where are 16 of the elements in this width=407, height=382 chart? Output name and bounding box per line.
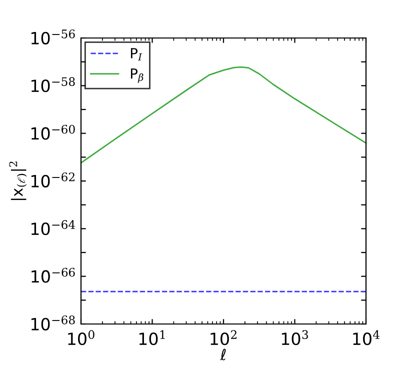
legend-label: P$_{β}$: [130, 68, 144, 83]
y-tick-label: 10$^{−68}$: [31, 316, 75, 330]
x-tick-label: 10$^{1}$: [139, 330, 165, 346]
y-tick-label: 10$^{−60}$: [31, 124, 75, 140]
y-tick-label: 10$^{−66}$: [32, 268, 75, 283]
y-tick-label: 10$^{−62}$: [31, 172, 74, 188]
x-tick-label: 10$^{0}$: [68, 330, 94, 346]
y-axis-title: |x$_{(ℓ)}$|$^{2}$: [9, 162, 27, 200]
x-axis-title: ℓ: [220, 348, 226, 360]
y-tick-label: 10$^{−64}$: [31, 220, 76, 236]
x-tick-label: 10$^{3}$: [282, 330, 308, 346]
x-tick-label: 10$^{4}$: [353, 330, 380, 346]
y-tick-label: 10$^{−58}$: [31, 77, 75, 92]
x-tick-label: 10$^{2}$: [210, 330, 236, 346]
y-tick-label: 10$^{−56}$: [31, 30, 75, 44]
legend-label: P$_{I}$: [130, 48, 142, 60]
